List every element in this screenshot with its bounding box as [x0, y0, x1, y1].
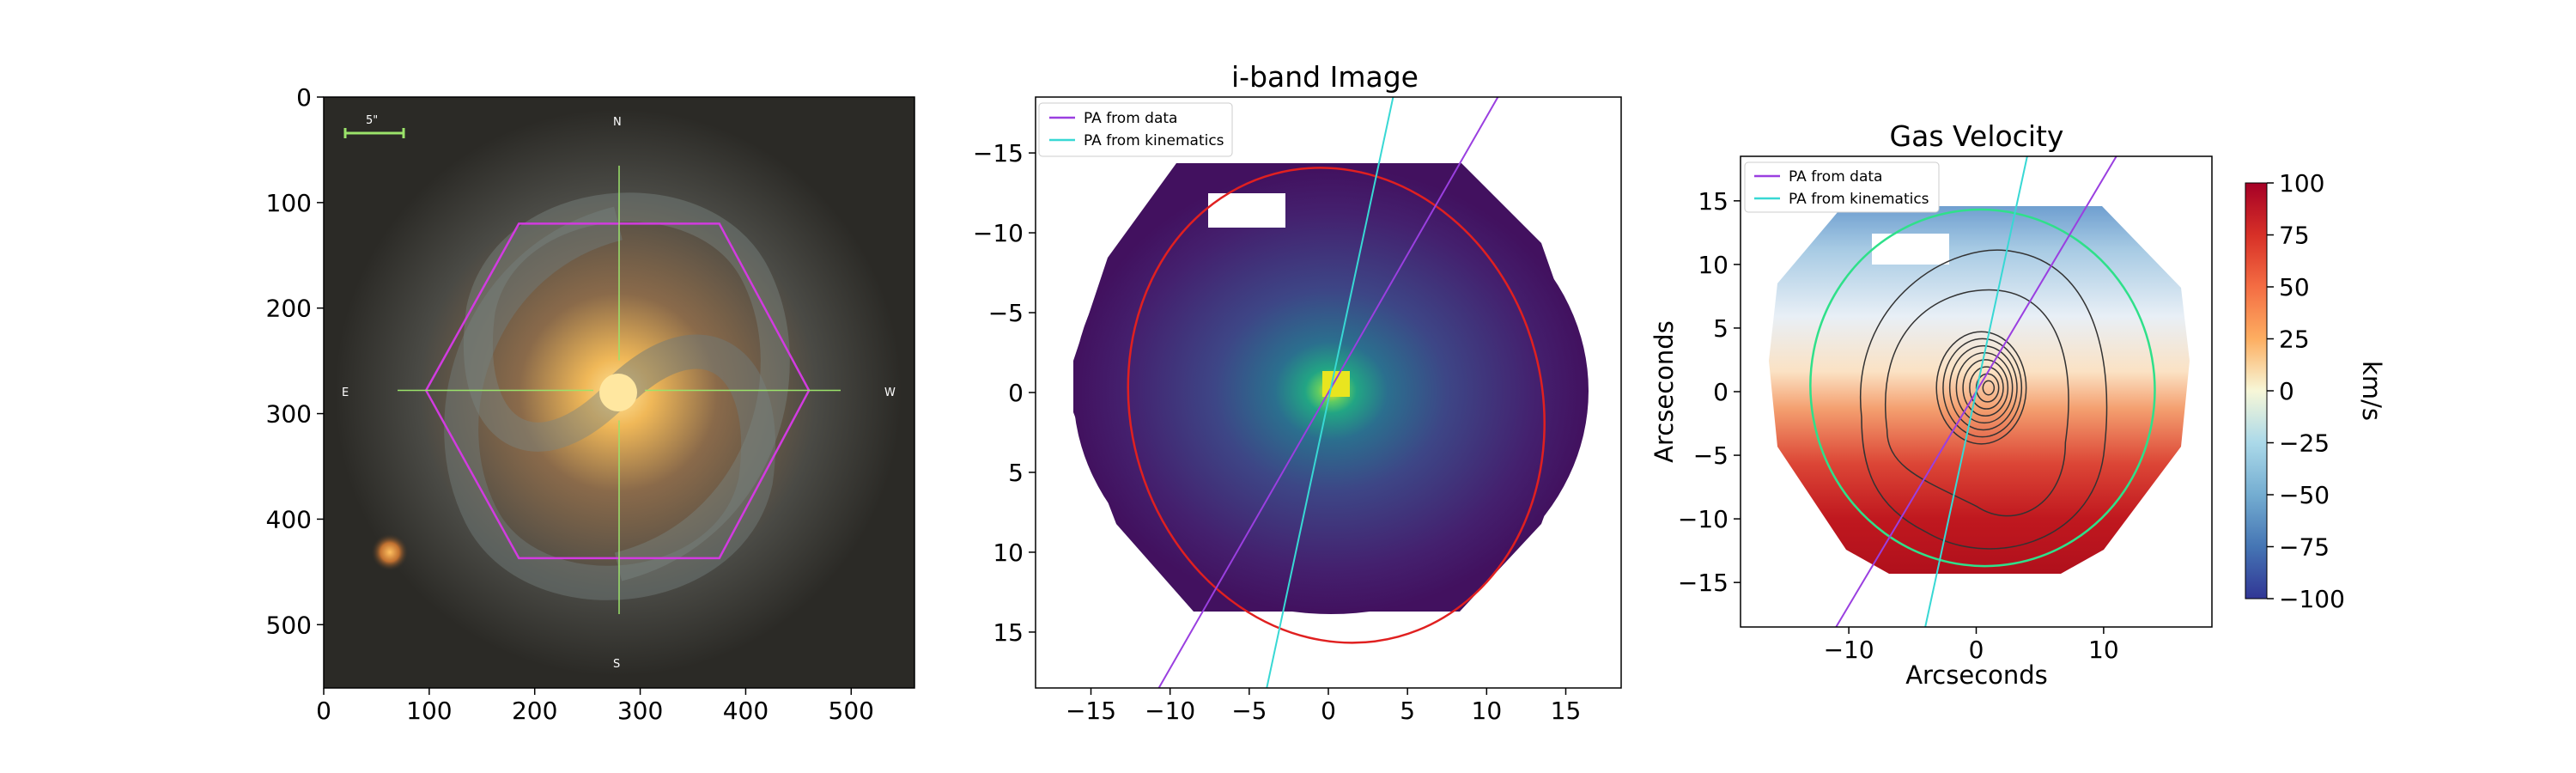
colorbar-tick-label: 25 — [2279, 326, 2310, 354]
galaxy-image-xtick-label: 200 — [512, 697, 557, 725]
crosshair-overlay — [398, 165, 841, 614]
compass-south: S — [613, 658, 620, 671]
gas-velocity-ytick-label: 15 — [1698, 187, 1728, 216]
iband-legend: PA from data PA from kinematics — [1038, 102, 1233, 157]
velocity-contour — [1969, 366, 2004, 410]
iband-legend-pa-data: PA from data — [1084, 110, 1177, 127]
galaxy-image-ytick-label: 400 — [266, 505, 312, 533]
velocity-contour — [1942, 338, 2023, 438]
panel-iband: i-band Image −15 −10 −5 0 5 10 15 −15 −10 −5 0 5 10 1… — [973, 60, 1622, 725]
compass-east: E — [342, 386, 349, 399]
colorbar-tick-label: 0 — [2279, 377, 2294, 405]
gas-velocity-xtick-label: 10 — [2088, 636, 2119, 664]
iband-ytick-label: 0 — [1008, 379, 1024, 407]
iband-pa-data-line — [1157, 97, 1499, 688]
iband-xtick-label: 5 — [1400, 697, 1415, 725]
scale-bar: 5" — [343, 114, 405, 138]
iband-ytick-label: −10 — [973, 219, 1024, 247]
gas-velocity-xlabel: Arcseconds — [1905, 660, 2048, 690]
velocity-colorbar — [2245, 182, 2268, 600]
colorbar-tick-label: 50 — [2279, 273, 2310, 301]
iband-xtick-label: −5 — [1231, 697, 1267, 725]
panel-galaxy-image: 5" N S E W 0 100 200 300 400 500 0 100 200 300 400… — [266, 83, 915, 725]
galaxy-image-ytick-label: 100 — [266, 189, 312, 217]
colorbar-tick-label: 100 — [2279, 169, 2324, 198]
gas-velocity-overlays — [1809, 156, 2156, 627]
gas-velocity-ylabel: Arcseconds — [1649, 320, 1679, 463]
iband-fit-ellipse — [1127, 167, 1546, 644]
gas-velocity-ytick-label: −10 — [1678, 505, 1728, 533]
galaxy-image-xtick-label: 100 — [406, 697, 452, 725]
gas-velocity-axes: −10 0 10 15 10 5 0 −5 −10 −15 — [1678, 187, 2119, 664]
iband-title: i-band Image — [1231, 60, 1419, 94]
colorbar-tick-label: −50 — [2279, 481, 2330, 509]
gas-legend-pa-data: PA from data — [1789, 168, 1882, 186]
galaxy-image-xtick-label: 0 — [316, 697, 331, 725]
galaxy-image-ytick-label: 200 — [266, 295, 312, 323]
compass-west: W — [884, 386, 896, 399]
gas-legend-pa-kinematics: PA from kinematics — [1789, 191, 1929, 208]
velocity-contour — [1962, 359, 2009, 417]
colorbar-tick-label: −25 — [2279, 429, 2330, 458]
iband-ytick-label: 10 — [993, 539, 1024, 567]
gas-velocity-title: Gas Velocity — [1890, 119, 2064, 153]
gas-legend-box — [1744, 161, 1940, 213]
iband-ytick-label: −15 — [973, 139, 1024, 167]
velocity-masked-region — [1872, 234, 1949, 265]
galaxy-image-axes: 0 100 200 300 400 500 0 100 200 300 400 500 — [266, 83, 874, 725]
galaxy-image-ytick-label: 0 — [296, 83, 312, 112]
galaxy-image-xtick-label: 400 — [723, 697, 769, 725]
velocity-colorbar-label: km/s — [2357, 361, 2386, 421]
velocity-outer-contour — [1885, 289, 2069, 517]
iband-axes: −15 −10 −5 0 5 10 15 −15 −10 −5 0 5 10 15 — [973, 139, 1581, 725]
iband-xtick-label: −10 — [1145, 697, 1195, 725]
gas-velocity-xtick-label: −10 — [1824, 636, 1874, 664]
iband-xtick-label: −15 — [1066, 697, 1116, 725]
colorbar-tick-label: −75 — [2279, 533, 2330, 562]
iband-xtick-label: 10 — [1472, 697, 1503, 725]
velocity-footprint — [1769, 206, 2190, 574]
iband-legend-box — [1038, 102, 1233, 157]
galaxy-image-frame — [323, 96, 915, 689]
gas-velocity-ytick-label: 5 — [1713, 314, 1728, 343]
velocity-fit-ellipse — [1809, 208, 2156, 568]
iband-pa-kinematics-line — [1266, 97, 1394, 688]
velocity-outermost-contour — [1859, 249, 2108, 550]
velocity-pa-kinematics-line — [1924, 156, 2028, 627]
gas-velocity-legend: PA from data PA from kinematics — [1744, 161, 1940, 213]
galaxy-image — [335, 109, 902, 676]
iband-ytick-label: 5 — [1008, 459, 1024, 487]
gas-velocity-ytick-label: −15 — [1678, 569, 1728, 597]
gas-velocity-heatmap — [1769, 206, 2190, 574]
gas-velocity-ytick-label: 10 — [1698, 251, 1728, 279]
velocity-contour — [1948, 344, 2018, 431]
gas-velocity-ytick-label: −5 — [1693, 441, 1728, 470]
iband-ytick-label: −5 — [988, 299, 1024, 327]
colorbar-tick-label: 75 — [2279, 222, 2310, 250]
companion-source — [371, 533, 409, 571]
scale-bar-label: 5" — [366, 114, 378, 127]
gas-velocity-xtick-label: 0 — [1969, 636, 1984, 664]
iband-xtick-label: 0 — [1321, 697, 1336, 725]
galaxy-image-xtick-label: 300 — [617, 697, 663, 725]
velocity-colorbar-ticks: 100 75 50 25 0 −25 −50 −75 −100 — [2267, 169, 2345, 613]
iband-ytick-label: 15 — [993, 618, 1024, 647]
velocity-contour — [1982, 380, 1996, 396]
colorbar-tick-label: −100 — [2279, 585, 2345, 613]
velocity-contour — [1935, 331, 2027, 445]
iband-overlays — [1127, 97, 1546, 688]
galaxy-image-ytick-label: 300 — [266, 400, 312, 429]
iband-xtick-label: 15 — [1551, 697, 1582, 725]
galaxy-image-xtick-label: 500 — [829, 697, 874, 725]
iband-legend-pa-kinematics: PA from kinematics — [1084, 132, 1224, 149]
galaxy-image-ytick-label: 500 — [266, 611, 312, 639]
compass-north: N — [613, 116, 622, 129]
gas-velocity-ytick-label: 0 — [1713, 378, 1728, 406]
